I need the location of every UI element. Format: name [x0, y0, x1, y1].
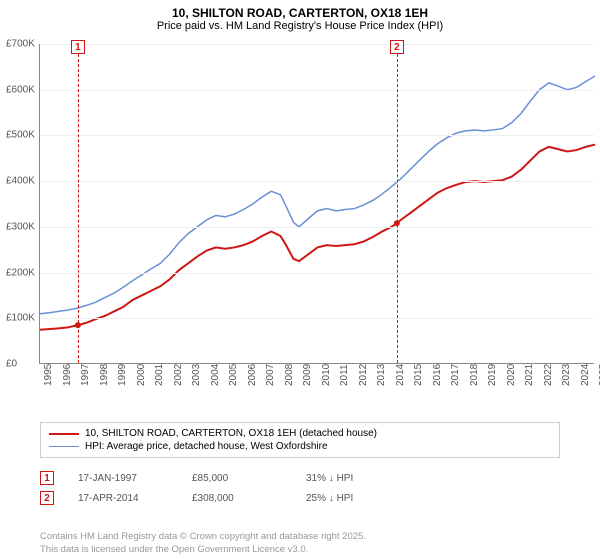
y-axis-label: £0 [6, 359, 17, 370]
footer-line: This data is licensed under the Open Gov… [40, 544, 366, 556]
gridline [40, 44, 594, 45]
x-axis-label: 2004 [210, 364, 221, 386]
y-axis-label: £200K [6, 267, 35, 278]
x-axis-label: 2016 [432, 364, 443, 386]
gridline [40, 318, 594, 319]
transaction-delta: 25% ↓ HPI [306, 493, 396, 504]
gridline [40, 181, 594, 182]
legend-label: 10, SHILTON ROAD, CARTERTON, OX18 1EH (d… [85, 428, 377, 439]
gridline [40, 90, 594, 91]
gridline [40, 273, 594, 274]
x-axis-label: 1997 [80, 364, 91, 386]
plot-area: £0£100K£200K£300K£400K£500K£600K£700K199… [39, 44, 594, 364]
x-axis-label: 2018 [469, 364, 480, 386]
x-axis-label: 2023 [561, 364, 572, 386]
x-axis-label: 1996 [62, 364, 73, 386]
footer-line: Contains HM Land Registry data © Crown c… [40, 531, 366, 543]
x-axis-label: 2015 [413, 364, 424, 386]
transaction-row: 2 17-APR-2014 £308,000 25% ↓ HPI [40, 488, 396, 508]
x-axis-label: 2012 [358, 364, 369, 386]
y-axis-label: £300K [6, 221, 35, 232]
y-axis-label: £100K [6, 313, 35, 324]
y-axis-label: £700K [6, 39, 35, 50]
y-axis-label: £500K [6, 130, 35, 141]
gridline [40, 227, 594, 228]
marker-badge: 2 [40, 491, 54, 505]
x-axis-label: 1999 [117, 364, 128, 386]
x-axis-label: 2011 [339, 364, 350, 386]
marker-badge: 1 [40, 471, 54, 485]
x-axis-label: 2006 [247, 364, 258, 386]
series-price_paid [40, 145, 595, 330]
gridline [40, 135, 594, 136]
page-subtitle: Price paid vs. HM Land Registry's House … [0, 20, 600, 36]
marker-line [78, 44, 79, 363]
transaction-price: £308,000 [192, 493, 282, 504]
marker-badge: 1 [71, 40, 85, 54]
legend-item: 10, SHILTON ROAD, CARTERTON, OX18 1EH (d… [49, 427, 551, 440]
x-axis-label: 2003 [191, 364, 202, 386]
x-axis-label: 2014 [395, 364, 406, 386]
line-chart: £0£100K£200K£300K£400K£500K£600K£700K199… [4, 44, 596, 414]
x-axis-label: 2010 [321, 364, 332, 386]
x-axis-label: 2002 [173, 364, 184, 386]
x-axis-label: 2021 [524, 364, 535, 386]
page-title: 10, SHILTON ROAD, CARTERTON, OX18 1EH [0, 0, 600, 20]
x-axis-label: 1995 [43, 364, 54, 386]
x-axis-label: 2013 [376, 364, 387, 386]
x-axis-label: 2001 [154, 364, 165, 386]
x-axis-label: 2007 [265, 364, 276, 386]
x-axis-label: 2024 [580, 364, 591, 386]
y-axis-label: £600K [6, 84, 35, 95]
y-axis-label: £400K [6, 176, 35, 187]
transactions-table: 1 17-JAN-1997 £85,000 31% ↓ HPI 2 17-APR-2014… [40, 468, 396, 508]
x-axis-label: 2020 [506, 364, 517, 386]
legend-swatch [49, 446, 79, 447]
transaction-date: 17-APR-2014 [78, 493, 168, 504]
x-axis-label: 2017 [450, 364, 461, 386]
x-axis-label: 2005 [228, 364, 239, 386]
transaction-price: £85,000 [192, 473, 282, 484]
marker-badge: 2 [390, 40, 404, 54]
transaction-delta: 31% ↓ HPI [306, 473, 396, 484]
series-hpi [40, 76, 595, 314]
marker-line [397, 44, 398, 363]
transaction-row: 1 17-JAN-1997 £85,000 31% ↓ HPI [40, 468, 396, 488]
x-axis-label: 2019 [487, 364, 498, 386]
legend-swatch [49, 433, 79, 435]
legend-label: HPI: Average price, detached house, West… [85, 441, 328, 452]
legend-item: HPI: Average price, detached house, West… [49, 440, 551, 453]
x-axis-label: 2000 [136, 364, 147, 386]
footer-attribution: Contains HM Land Registry data © Crown c… [40, 531, 366, 556]
legend: 10, SHILTON ROAD, CARTERTON, OX18 1EH (d… [40, 422, 560, 458]
x-axis-label: 2008 [284, 364, 295, 386]
x-axis-label: 2009 [302, 364, 313, 386]
x-axis-label: 2022 [543, 364, 554, 386]
x-axis-label: 1998 [99, 364, 110, 386]
transaction-date: 17-JAN-1997 [78, 473, 168, 484]
chart-svg [40, 44, 594, 363]
